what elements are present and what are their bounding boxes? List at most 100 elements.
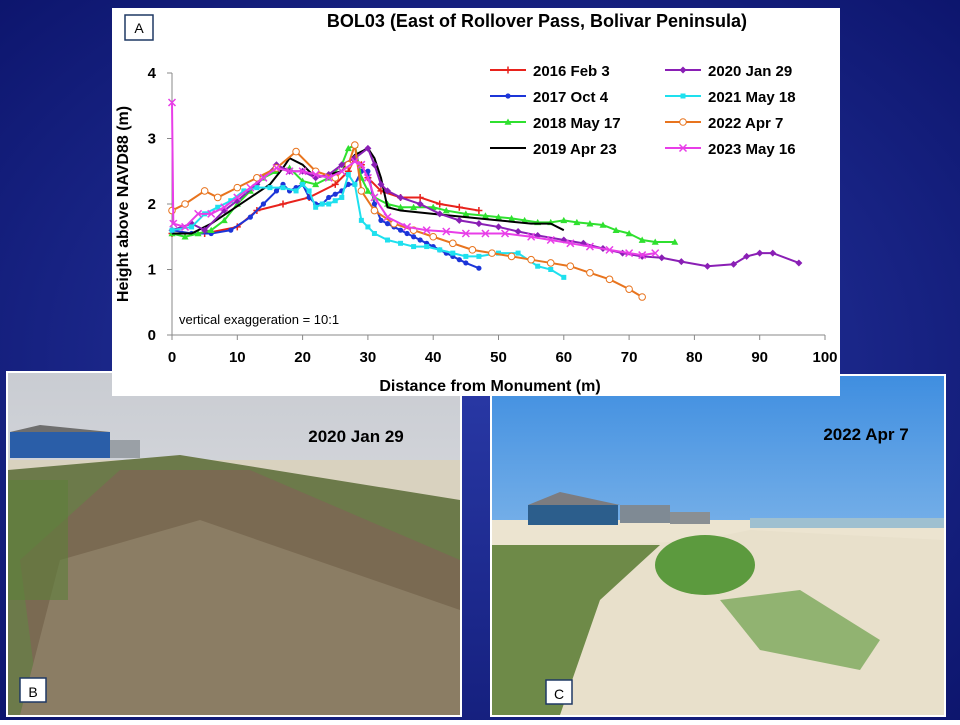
marker (495, 213, 502, 220)
marker (313, 204, 319, 210)
marker (546, 259, 555, 267)
marker (429, 232, 438, 241)
marker (679, 118, 687, 126)
marker (292, 147, 300, 156)
marker (383, 187, 391, 195)
marker (344, 144, 352, 152)
marker (450, 250, 456, 256)
y-tick-label: 0 (148, 327, 156, 344)
marker (331, 180, 339, 188)
marker (300, 181, 306, 187)
marker (384, 221, 391, 227)
marker (215, 204, 221, 210)
marker (756, 249, 764, 257)
marker (429, 203, 437, 211)
marker (332, 198, 338, 204)
series-line (171, 144, 643, 298)
marker (475, 207, 483, 215)
marker (500, 229, 510, 238)
marker (285, 167, 294, 176)
marker (189, 224, 195, 230)
marker (703, 262, 711, 270)
marker (521, 216, 529, 224)
x-tick-label: 100 (812, 349, 837, 366)
marker (468, 246, 477, 254)
marker (679, 66, 687, 74)
marker (260, 201, 267, 207)
marker (207, 226, 215, 233)
x-tick-label: 50 (490, 349, 507, 366)
x-tick-label: 90 (751, 349, 768, 366)
marker (397, 227, 404, 233)
marker (505, 93, 511, 99)
marker (463, 260, 469, 266)
marker (573, 218, 581, 226)
marker (475, 220, 483, 228)
marker (527, 255, 535, 264)
marker (462, 210, 470, 217)
marker (181, 200, 189, 208)
x-tick-label: 0 (168, 349, 176, 366)
marker (455, 203, 463, 211)
marker (293, 188, 299, 194)
marker (476, 253, 482, 259)
marker (504, 66, 512, 74)
marker (228, 227, 234, 233)
marker (651, 238, 659, 245)
marker (363, 173, 372, 182)
marker (326, 201, 332, 207)
panel-label: A (134, 20, 144, 36)
marker (442, 227, 451, 236)
x-tick-label: 80 (686, 349, 703, 366)
marker (273, 188, 280, 194)
y-tick-label: 3 (148, 131, 156, 148)
marker (410, 203, 418, 211)
marker (247, 214, 253, 220)
marker (259, 173, 268, 182)
marker (358, 217, 364, 223)
y-tick-label: 1 (148, 262, 156, 279)
marker (246, 183, 255, 192)
marker (350, 157, 359, 166)
marker (279, 200, 287, 208)
marker (416, 193, 424, 201)
marker (436, 200, 444, 208)
panel-label: B (28, 684, 37, 700)
annotation: vertical exaggeration = 10:1 (179, 312, 339, 327)
marker (397, 203, 405, 211)
legend-label: 2021 May 18 (708, 89, 796, 106)
marker (337, 167, 346, 176)
legend-label: 2023 May 16 (708, 141, 796, 158)
marker (437, 247, 443, 253)
legend-label: 2017 Oct 4 (533, 89, 609, 106)
chart-title: BOL03 (East of Rollover Pass, Bolivar Pe… (327, 11, 747, 31)
marker (495, 223, 502, 231)
marker (352, 181, 358, 187)
marker (357, 160, 366, 169)
legend-label: 2022 Apr 7 (708, 115, 783, 132)
marker (200, 187, 209, 195)
marker (424, 244, 430, 250)
marker (338, 161, 346, 169)
marker (605, 245, 614, 254)
x-axis-label: Distance from Monument (m) (379, 378, 600, 395)
marker (398, 240, 404, 246)
marker (508, 214, 516, 222)
y-axis-label: Height above NAVD88 (m) (115, 106, 132, 302)
marker (638, 293, 646, 301)
marker (181, 233, 189, 240)
marker (678, 143, 688, 153)
marker (680, 93, 686, 99)
marker (671, 238, 679, 245)
marker (546, 235, 555, 245)
marker (167, 98, 177, 107)
marker (411, 234, 417, 240)
marker (298, 167, 307, 176)
marker (404, 230, 410, 237)
marker (411, 244, 417, 250)
marker (169, 219, 178, 228)
marker (306, 188, 312, 194)
marker (638, 236, 646, 243)
x-tick-label: 30 (360, 349, 377, 366)
